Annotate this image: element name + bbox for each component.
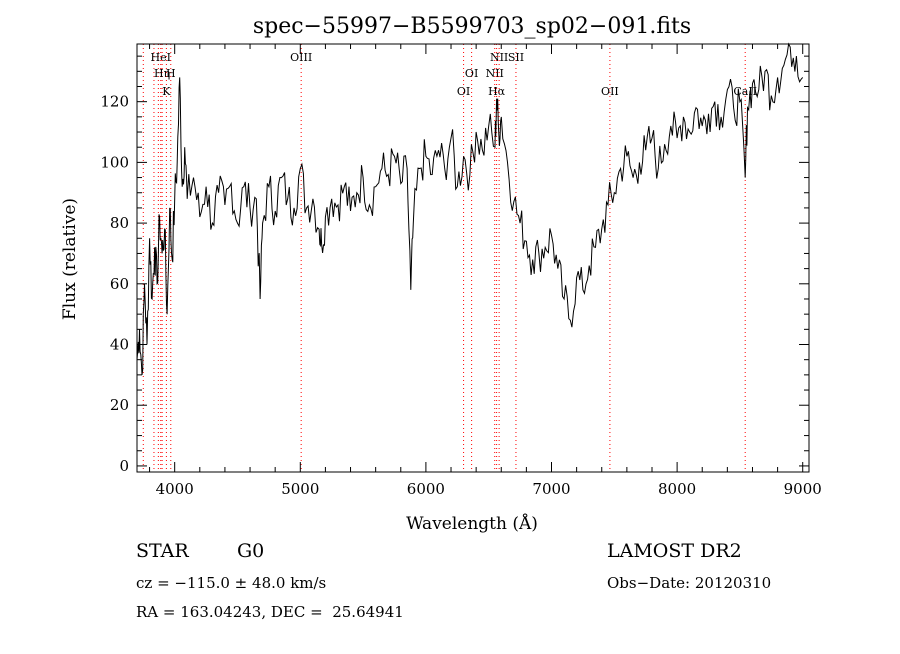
x-tick-label: 8000	[658, 480, 696, 498]
y-tick-label: 120	[100, 93, 129, 111]
chart-title: spec−55997−B5599703_sp02−091.fits	[253, 14, 691, 39]
object-subclass: G0	[237, 540, 265, 562]
y-tick-label: 80	[110, 214, 129, 232]
y-axis-label: Flux (relative)	[60, 198, 80, 320]
marker-label-8: OI	[457, 85, 470, 98]
coordinates: RA = 163.04243, DEC = 25.64941	[136, 603, 404, 621]
y-tick-label: 0	[119, 457, 129, 475]
survey-name: LAMOST DR2	[607, 540, 742, 562]
marker-label-7: OIII	[290, 51, 312, 64]
y-tick-label: 40	[110, 336, 129, 354]
object-class: STAR	[136, 540, 189, 562]
spectrum-line	[136, 42, 804, 375]
y-tick-label: 20	[110, 396, 129, 414]
plot-axes: 4000 5000 6000 7000 8000 9000 0 20 40 60 80 100 120	[100, 43, 822, 498]
x-tick-label: 9000	[784, 480, 822, 498]
x-tick-label: 4000	[156, 480, 194, 498]
x-tick-label: 7000	[532, 480, 570, 498]
marker-label-14: OII	[601, 85, 619, 98]
marker-label-13: SII	[508, 51, 524, 64]
x-tick-label: 6000	[407, 480, 445, 498]
marker-label-10: NII	[486, 67, 504, 80]
chart-labels: spec−55997−B5599703_sp02−091.fits Wavele…	[60, 14, 691, 534]
y-tick-label: 100	[100, 153, 129, 171]
redshift-velocity: cz = −115.0 ± 48.0 km/s	[136, 574, 327, 592]
marker-label-9: OI	[465, 67, 478, 80]
y-tick-label: 60	[110, 275, 129, 293]
x-axis-label: Wavelength (Å)	[406, 513, 538, 534]
spectrum-series	[136, 42, 804, 375]
marker-label-3: HeI	[151, 51, 171, 64]
plot-frame	[136, 43, 810, 473]
x-tick-label: 5000	[281, 480, 319, 498]
marker-label-15: CaII	[733, 85, 757, 98]
observation-date: Obs−Date: 20120310	[607, 574, 772, 592]
marker-label-6: H	[166, 67, 176, 80]
marker-label-5: K	[162, 85, 171, 98]
marker-label-12: NII	[490, 51, 508, 64]
marker-label-11: Hα	[488, 85, 506, 98]
